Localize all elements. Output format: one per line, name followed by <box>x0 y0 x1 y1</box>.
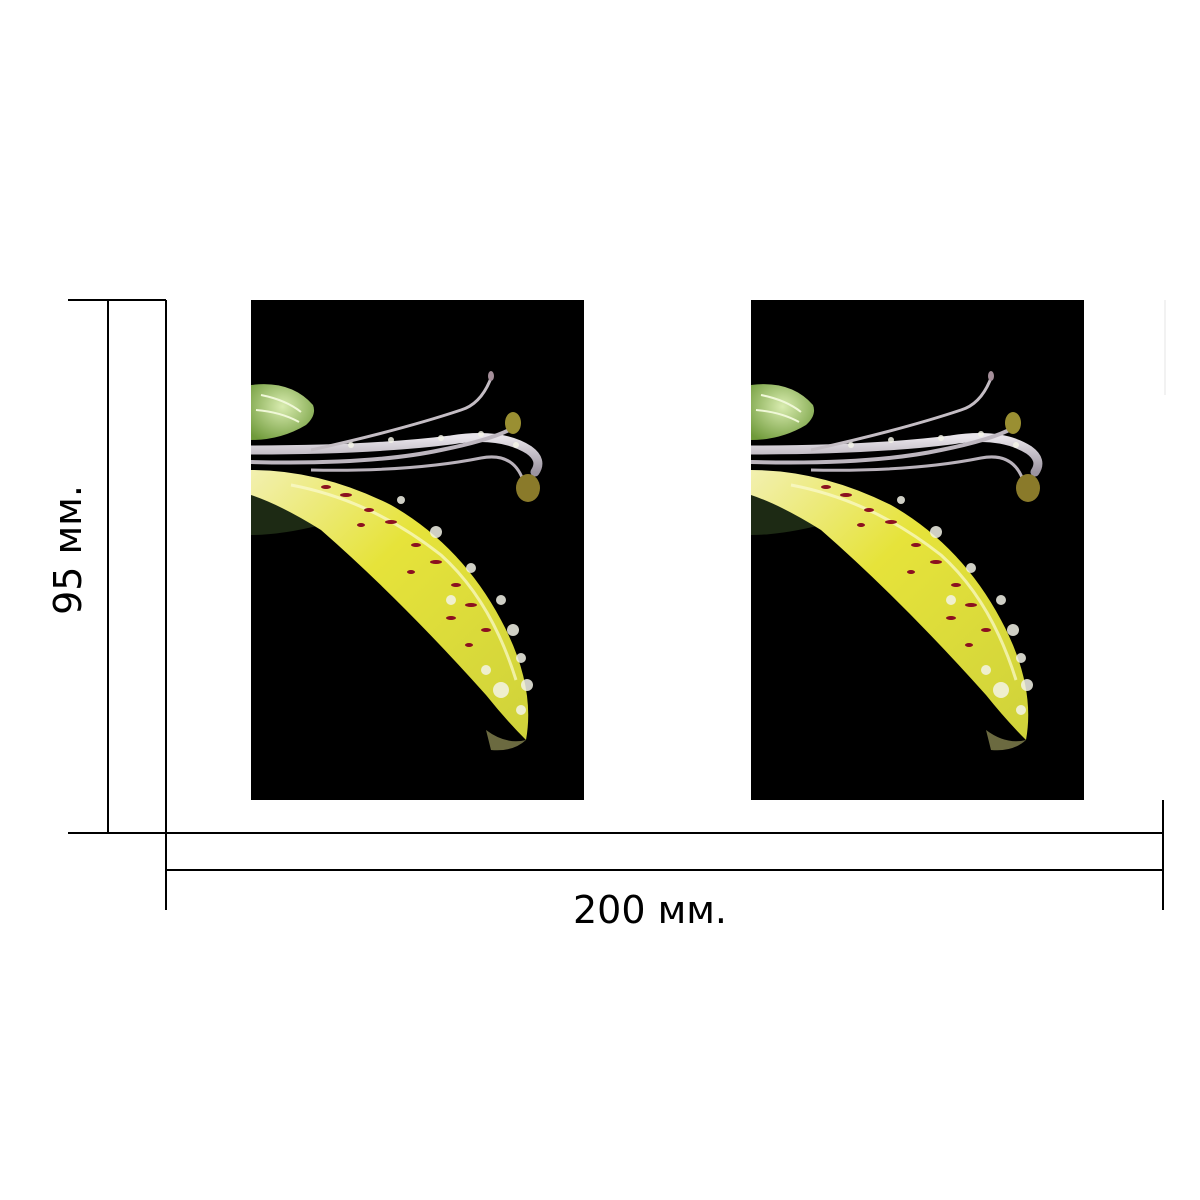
flower-photo-right <box>751 300 1084 800</box>
flower-illustration <box>751 300 1084 800</box>
flower-illustration <box>251 300 584 800</box>
width-label: 200 мм. <box>572 888 728 932</box>
flower-photo-left <box>251 300 584 800</box>
height-label: 95 мм. <box>46 485 90 615</box>
